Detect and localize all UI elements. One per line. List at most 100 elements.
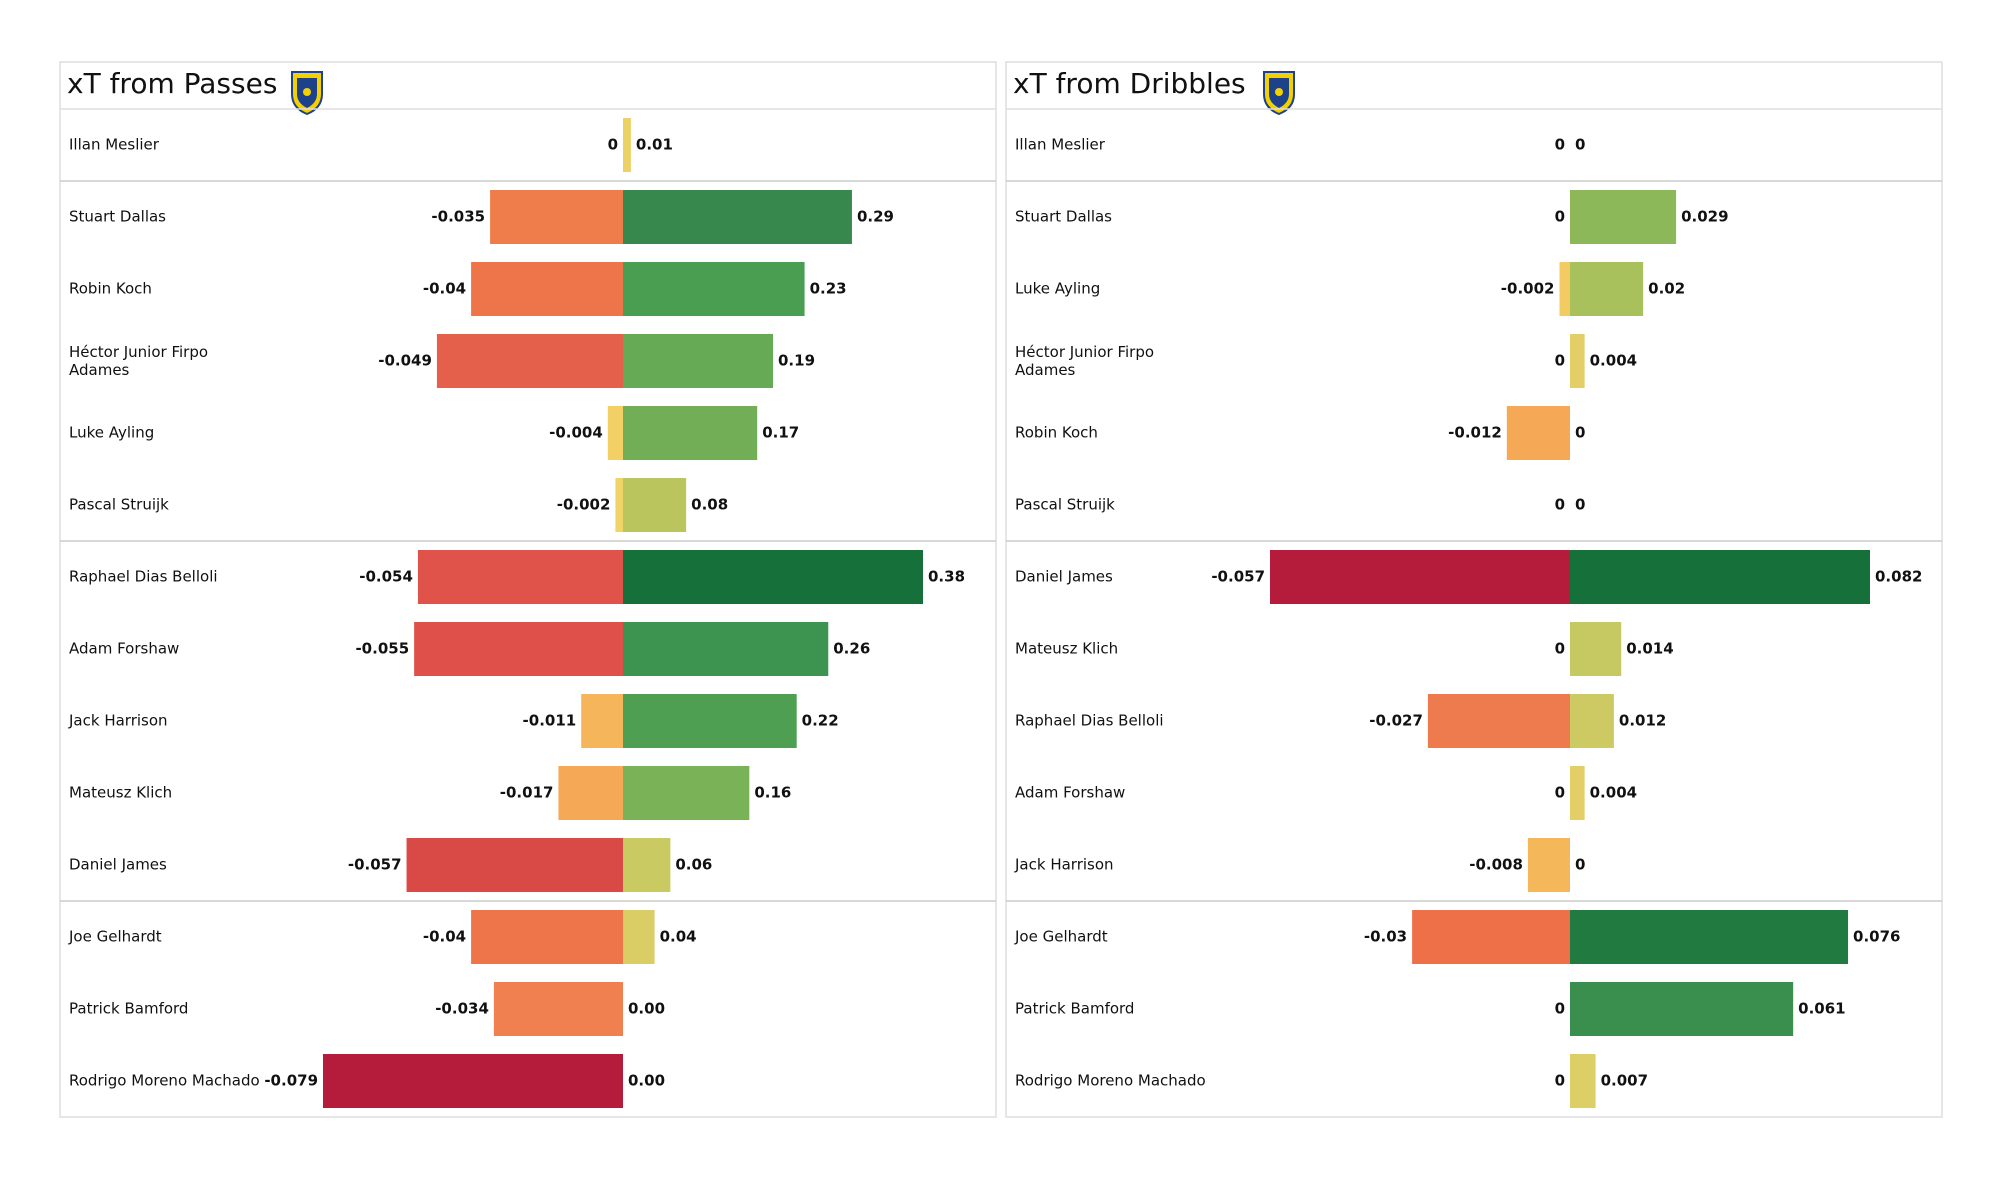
bar xyxy=(1527,838,1570,892)
player-name: Rodrigo Moreno Machado xyxy=(1015,1072,1206,1090)
value-label: 0 xyxy=(1575,136,1585,154)
chart-title: xT from Passes xyxy=(67,67,277,100)
bar xyxy=(493,982,623,1036)
bar xyxy=(1506,406,1570,460)
player-name: Daniel James xyxy=(1015,568,1113,586)
value-label: 0.029 xyxy=(1681,208,1728,226)
player-name: Héctor Junior Firpo Adames xyxy=(1015,343,1154,379)
bar xyxy=(615,478,623,532)
bar xyxy=(623,262,805,316)
value-label: 0 xyxy=(1575,856,1585,874)
bar xyxy=(1570,766,1585,820)
value-label: -0.055 xyxy=(355,640,409,658)
value-label: 0.16 xyxy=(754,784,791,802)
bar xyxy=(1570,1054,1596,1108)
bar xyxy=(623,406,758,460)
value-label: 0.26 xyxy=(833,640,870,658)
player-name: Joe Gelhardt xyxy=(1014,928,1108,946)
bar xyxy=(1570,910,1849,964)
value-label: -0.03 xyxy=(1364,928,1407,946)
bar xyxy=(1570,622,1622,676)
value-label: 0 xyxy=(1555,640,1565,658)
bar xyxy=(1570,550,1870,604)
value-label: 0.02 xyxy=(1648,280,1685,298)
value-label: 0.19 xyxy=(778,352,815,370)
bar xyxy=(623,478,687,532)
player-name: Joe Gelhardt xyxy=(68,928,162,946)
bar xyxy=(436,334,623,388)
bar xyxy=(414,622,623,676)
value-label: 0.00 xyxy=(628,1000,665,1018)
value-label: -0.002 xyxy=(557,496,611,514)
player-name: Jack Harrison xyxy=(1014,856,1114,874)
value-label: 0.17 xyxy=(762,424,799,442)
panel xyxy=(1005,61,1943,1118)
bar xyxy=(581,694,623,748)
value-label: 0.004 xyxy=(1590,352,1637,370)
value-label: -0.034 xyxy=(435,1000,489,1018)
value-label: -0.049 xyxy=(378,352,432,370)
logo xyxy=(1263,71,1295,116)
value-label: 0.061 xyxy=(1798,1000,1845,1018)
player-name: Pascal Struijk xyxy=(69,496,169,514)
value-label: -0.057 xyxy=(348,856,402,874)
value-label: -0.004 xyxy=(549,424,603,442)
value-label: 0 xyxy=(1575,424,1585,442)
bar xyxy=(1559,262,1570,316)
player-name: Mateusz Klich xyxy=(1015,640,1118,658)
bar xyxy=(323,1054,623,1108)
player-name: Rodrigo Moreno Machado xyxy=(69,1072,260,1090)
value-label: 0 xyxy=(1555,1072,1565,1090)
player-name: Patrick Bamford xyxy=(69,1000,188,1018)
value-label: 0 xyxy=(1555,496,1565,514)
bar xyxy=(471,910,623,964)
value-label: 0.014 xyxy=(1626,640,1673,658)
bar xyxy=(623,190,852,244)
value-label: -0.012 xyxy=(1448,424,1502,442)
player-name: Illan Meslier xyxy=(69,136,160,154)
bar xyxy=(623,550,923,604)
player-name: Patrick Bamford xyxy=(1015,1000,1134,1018)
bar xyxy=(406,838,623,892)
value-label: 0 xyxy=(1555,208,1565,226)
value-label: 0.04 xyxy=(660,928,697,946)
bar xyxy=(623,622,829,676)
value-label: 0.38 xyxy=(928,568,965,586)
bar xyxy=(623,838,671,892)
bar xyxy=(1570,694,1614,748)
value-label: -0.04 xyxy=(423,928,466,946)
player-name: Jack Harrison xyxy=(68,712,168,730)
player-name: Robin Koch xyxy=(69,280,152,298)
value-label: -0.057 xyxy=(1211,568,1265,586)
value-label: -0.04 xyxy=(423,280,466,298)
value-label: 0.01 xyxy=(636,136,673,154)
value-label: 0.012 xyxy=(1619,712,1666,730)
bar xyxy=(1570,262,1644,316)
bar xyxy=(623,118,631,172)
player-name: Adam Forshaw xyxy=(69,640,179,658)
value-label: 0 xyxy=(1575,496,1585,514)
bar xyxy=(623,910,655,964)
value-label: -0.011 xyxy=(523,712,577,730)
bar xyxy=(417,550,623,604)
chart-title: xT from Dribbles xyxy=(1013,67,1246,100)
value-label: 0 xyxy=(1555,1000,1565,1018)
value-label: 0.08 xyxy=(691,496,728,514)
value-label: 0.00 xyxy=(628,1072,665,1090)
player-name: Raphael Dias Belloli xyxy=(1015,712,1164,730)
player-name: Adam Forshaw xyxy=(1015,784,1125,802)
bar xyxy=(1412,910,1570,964)
bar xyxy=(623,694,797,748)
player-name: Mateusz Klich xyxy=(69,784,172,802)
bar xyxy=(623,334,773,388)
value-label: 0.29 xyxy=(857,208,894,226)
player-name: Luke Ayling xyxy=(1015,280,1100,298)
value-label: -0.002 xyxy=(1501,280,1555,298)
value-label: -0.017 xyxy=(500,784,554,802)
bar xyxy=(1427,694,1570,748)
value-label: 0 xyxy=(1555,784,1565,802)
value-label: 0.22 xyxy=(802,712,839,730)
value-label: 0.06 xyxy=(675,856,712,874)
